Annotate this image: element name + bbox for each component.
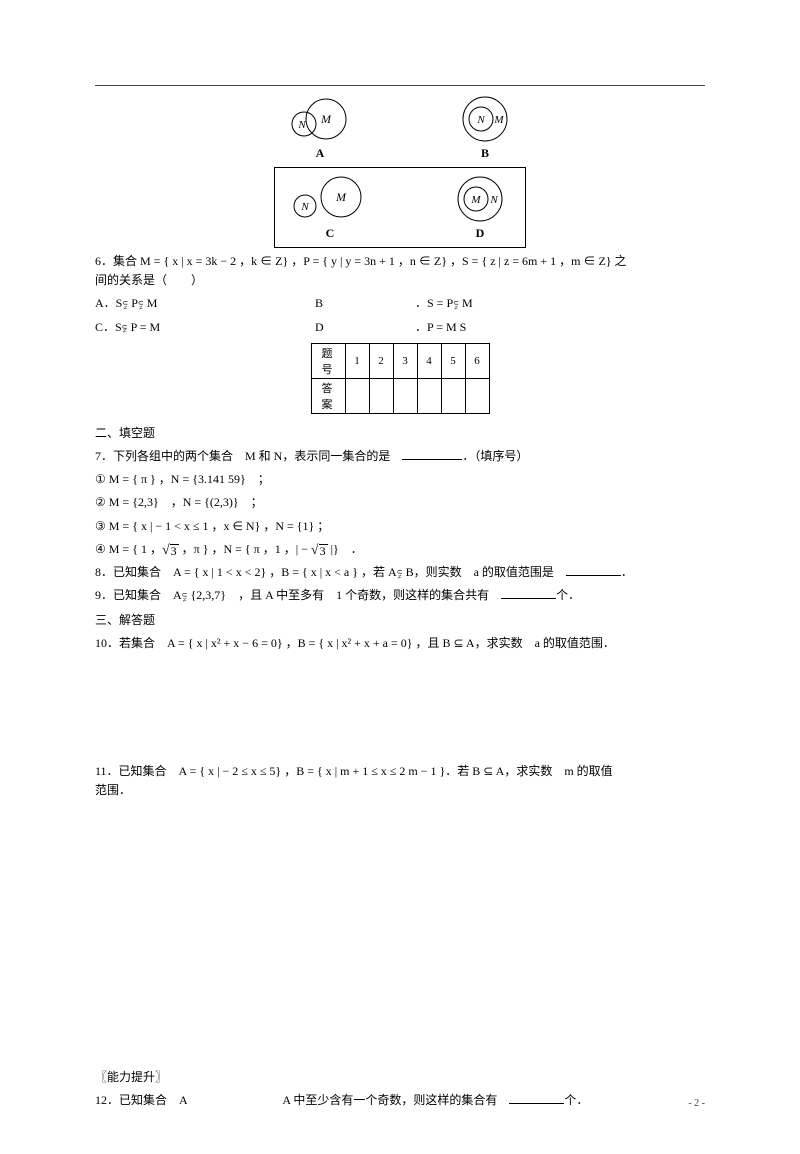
q12: 12．已知集合 A A 中至少含有一个奇数，则这样的集合有 个． <box>95 1091 705 1110</box>
diagram-b: N M B <box>450 94 520 161</box>
ans-header-2: 答案 <box>311 378 345 413</box>
svg-text:N: N <box>297 119 306 131</box>
q6-opt-a: A．S⊂≠ P⊂≠ M <box>95 294 315 313</box>
diagram-area: M N A N M B M N C <box>95 94 705 248</box>
diagram-d: M N D <box>445 174 515 241</box>
q6-options-row1: A．S⊂≠ P⊂≠ M B ．S = P⊂≠ M <box>95 294 705 313</box>
q7-l3: ③ M = { x | − 1 < x ≤ 1 ，x ∈ N} ，N = {1}… <box>95 517 705 536</box>
ans-cell <box>465 378 489 413</box>
q6-opt-c: C．S⊂≠ P = M <box>95 318 315 337</box>
q6-text: 6．集合 M = { x | x = 3k − 2 ，k ∈ Z} ，P = {… <box>95 252 705 290</box>
ans-col-2: 2 <box>369 343 393 378</box>
svg-text:N: N <box>489 194 498 206</box>
page-number: - 2 - <box>688 1098 705 1109</box>
q7-l2: ② M = {2,3} ，N = {(2,3)} ； <box>95 493 705 512</box>
section-2-heading: 二、填空题 <box>95 424 705 443</box>
ans-cell <box>417 378 441 413</box>
blank <box>402 448 462 460</box>
ans-cell <box>345 378 369 413</box>
blank <box>566 564 621 576</box>
diagram-b-label: B <box>481 146 489 161</box>
diagram-c-label: C <box>326 226 335 241</box>
diagram-c: M N C <box>285 174 375 241</box>
ans-cell <box>393 378 417 413</box>
q10: 10．若集合 A = { x | x² + x − 6 = 0} ，B = { … <box>95 634 705 653</box>
q6-opt-b-right: ．S = P⊂≠ M <box>415 294 473 313</box>
svg-text:N: N <box>300 201 309 213</box>
ans-col-5: 5 <box>441 343 465 378</box>
q7: 7．下列各组中的两个集合 M 和 N，表示同一集合的是 ．（填序号） <box>95 447 705 466</box>
svg-text:N: N <box>476 114 485 126</box>
q7-l1: ① M = { π } ，N = {3.141 59} ； <box>95 470 705 489</box>
q6-opt-d-right: ．P = M S <box>415 318 466 337</box>
diagram-a-label: A <box>316 146 325 161</box>
answer-table: 题号 1 2 3 4 5 6 答案 <box>311 343 490 414</box>
svg-text:M: M <box>320 112 332 126</box>
diagram-a: M N A <box>280 94 360 161</box>
top-rule <box>95 85 705 86</box>
section-3-heading: 三、解答题 <box>95 611 705 630</box>
q6-opt-d-left: D <box>315 318 415 337</box>
ans-cell <box>441 378 465 413</box>
skill-up-heading: 〖能力提升〗 <box>95 1068 705 1087</box>
ans-col-4: 4 <box>417 343 441 378</box>
q6-line2: 间的关系是（ ） <box>95 273 203 287</box>
diagram-box: M N C M N D <box>274 167 526 248</box>
q8: 8．已知集合 A = { x | 1 < x < 2} ，B = { x | x… <box>95 563 705 582</box>
blank <box>501 587 556 599</box>
ans-cell <box>369 378 393 413</box>
svg-text:M: M <box>493 114 504 126</box>
ans-col-3: 3 <box>393 343 417 378</box>
q11: 11．已知集合 A = { x | − 2 ≤ x ≤ 5} ，B = { x … <box>95 762 705 800</box>
q6-opt-b-left: B <box>315 294 415 313</box>
ans-header-1: 题号 <box>311 343 345 378</box>
blank <box>509 1092 564 1104</box>
q7-l4: ④ M = { 1 ，√3 ，π } ，N = { π ，1 ，| − √3 |… <box>95 540 705 559</box>
ans-col-1: 1 <box>345 343 369 378</box>
q9: 9．已知集合 A⊂≠ {2,3,7} ，且 A 中至多有 1 个奇数，则这样的集… <box>95 586 705 605</box>
q6-line1: 6．集合 M = { x | x = 3k − 2 ，k ∈ Z} ，P = {… <box>95 254 627 268</box>
diagram-d-label: D <box>476 226 485 241</box>
q6-options-row2: C．S⊂≠ P = M D ．P = M S <box>95 318 705 337</box>
ans-col-6: 6 <box>465 343 489 378</box>
svg-text:M: M <box>470 194 481 206</box>
svg-text:M: M <box>335 190 347 204</box>
